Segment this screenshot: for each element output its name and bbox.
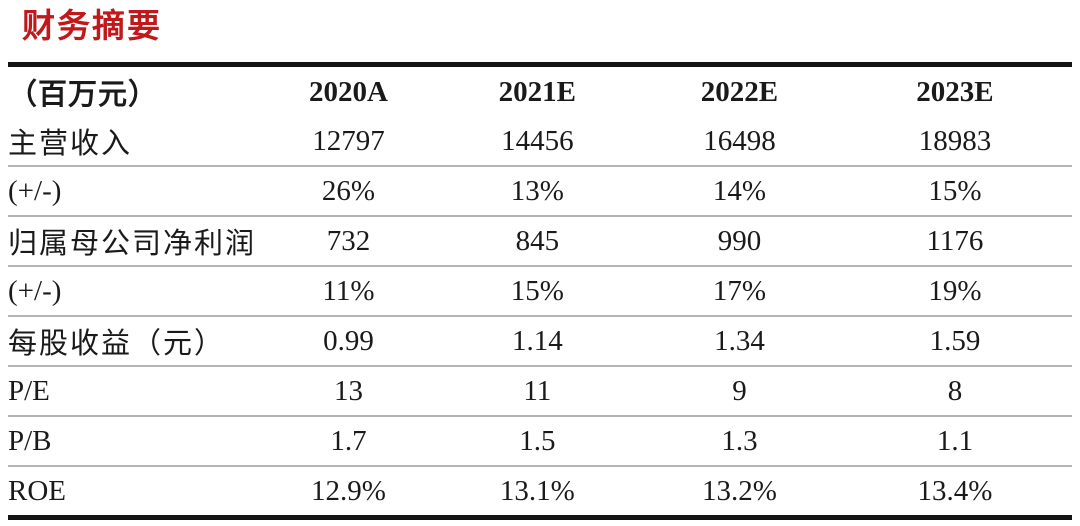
value-cell: 1176 [926, 224, 984, 257]
value-cell: 1.5 [519, 424, 556, 457]
column-header-2021e: 2021E [498, 75, 576, 108]
unit-header-cell: （百万元） [8, 79, 159, 111]
value-cell: 13 [333, 374, 363, 407]
table-row-profit-growth: (+/-) 11% 15% 17% 19% [8, 266, 1072, 316]
table-row-roe: ROE 12.9% 13.1% 13.2% 13.4% [8, 466, 1072, 518]
table-row-pb: P/B 1.7 1.5 1.3 1.1 [8, 416, 1072, 466]
value-cell: 13.1% [499, 474, 575, 507]
value-cell: 0.99 [323, 324, 374, 357]
row-label-cell: ROE [8, 474, 66, 507]
column-header-2023e: 2023E [916, 75, 994, 108]
value-cell: 14456 [501, 124, 574, 157]
value-cell: 17% [712, 274, 767, 307]
column-header-2020a: 2020A [309, 75, 388, 108]
table-row-revenue: 主营收入 12797 14456 16498 18983 [8, 117, 1072, 166]
value-cell: 12.9% [311, 474, 386, 507]
table-row-pe: P/E 13 11 9 8 [8, 366, 1072, 416]
value-cell: 15% [928, 174, 982, 207]
value-cell: 13.2% [702, 474, 777, 507]
value-cell: 19% [928, 274, 982, 307]
value-cell: 8 [947, 374, 963, 407]
value-cell: 845 [515, 224, 560, 257]
row-label-cell: 每股收益（元） [8, 328, 226, 360]
column-header-2022e: 2022E [700, 75, 779, 108]
value-cell: 13% [510, 174, 564, 207]
value-cell: 11% [322, 274, 375, 307]
value-cell: 18983 [918, 124, 992, 157]
value-cell: 1.59 [929, 324, 981, 357]
value-cell: 1.3 [721, 424, 758, 457]
financial-summary-table: （百万元） 2020A 2021E 2022E 2023E 主营收入 12797… [8, 62, 1072, 520]
row-label-cell: P/E [8, 374, 50, 407]
table-row-eps: 每股收益（元） 0.99 1.14 1.34 1.59 [8, 316, 1072, 366]
row-label-cell: 归属母公司净利润 [8, 228, 257, 260]
table-header-row: （百万元） 2020A 2021E 2022E 2023E [8, 65, 1072, 118]
row-label-cell: (+/-) [8, 174, 62, 207]
value-cell: 13.4% [917, 474, 993, 507]
value-cell: 990 [717, 224, 762, 257]
value-cell: 16498 [703, 124, 776, 157]
value-cell: 14% [712, 174, 767, 207]
value-cell: 11 [523, 374, 552, 407]
value-cell: 12797 [312, 124, 385, 157]
table-row-revenue-growth: (+/-) 26% 13% 14% 15% [8, 166, 1072, 216]
value-cell: 1.14 [511, 324, 563, 357]
value-cell: 15% [510, 274, 564, 307]
value-cell: 732 [326, 224, 371, 257]
row-label-cell: (+/-) [8, 274, 62, 307]
value-cell: 9 [732, 374, 747, 407]
row-label-cell: P/B [8, 424, 52, 457]
value-cell: 26% [321, 174, 376, 207]
table-row-net-profit: 归属母公司净利润 732 845 990 1176 [8, 216, 1072, 266]
report-title: 财务摘要 [22, 7, 162, 44]
row-label-cell: 主营收入 [8, 128, 133, 160]
value-cell: 1.7 [330, 424, 367, 457]
value-cell: 1.1 [936, 424, 974, 457]
value-cell: 1.34 [714, 324, 765, 357]
